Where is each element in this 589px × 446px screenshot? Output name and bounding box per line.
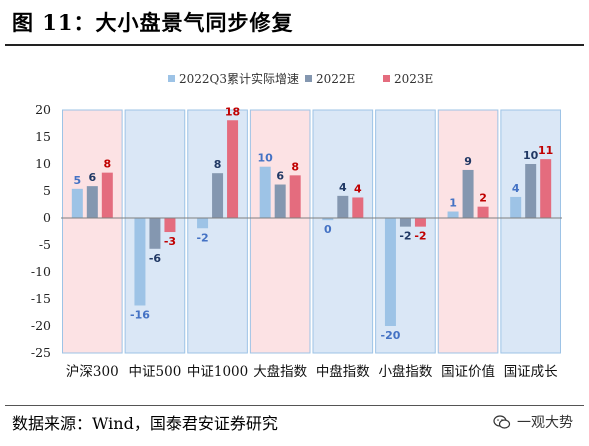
bar: [540, 159, 552, 218]
category-band: [249, 109, 311, 354]
bar: [322, 218, 334, 221]
data-label: 18: [225, 105, 240, 118]
y-tick-label: -25: [31, 345, 51, 360]
legend-label: 2022Q3累计实际增速: [179, 71, 299, 86]
data-label: -2: [399, 230, 411, 243]
data-label: 4: [512, 182, 520, 195]
x-axis: 沪深300 中证500 中证1000 大盘指数 中盘指数 小盘指数 国证价值 国证成长: [61, 217, 562, 380]
y-tick-label: -5: [39, 237, 51, 252]
bar: [259, 166, 271, 218]
y-tick-label: 10: [35, 156, 51, 171]
bar: [447, 211, 459, 218]
x-tick-label: 小盘指数: [378, 363, 432, 380]
title-divider: [5, 44, 584, 46]
watermark-text: 一观大势: [517, 415, 573, 431]
bar: [227, 120, 239, 218]
data-label: 10: [523, 149, 539, 162]
bar: [384, 218, 396, 326]
data-label: 2: [479, 192, 487, 205]
legend-label: 2023E: [394, 72, 433, 86]
data-label: 5: [73, 174, 81, 187]
bar: [525, 164, 537, 218]
bar: [352, 197, 364, 218]
bar: [414, 218, 426, 227]
bar: [477, 206, 489, 218]
y-tick-label: 20: [35, 102, 51, 117]
bar: [399, 218, 411, 227]
data-label: 10: [258, 152, 274, 165]
data-label: 11: [538, 144, 553, 157]
data-label: 6: [88, 171, 96, 184]
category-band: [437, 109, 499, 354]
data-label: 6: [276, 170, 284, 183]
data-label: 8: [103, 158, 111, 171]
bars: [71, 120, 552, 326]
x-tick-label: 国证成长: [504, 364, 558, 380]
data-label: 0: [324, 223, 332, 236]
x-tick-label: 中证500: [129, 364, 182, 380]
x-tick-label: 国证价值: [441, 364, 495, 380]
y-tick-label: -20: [31, 318, 51, 333]
data-label: -3: [164, 235, 176, 248]
footer-divider: [5, 405, 584, 406]
data-label: -16: [130, 308, 150, 321]
legend-swatch: [168, 75, 175, 82]
bar: [289, 175, 301, 218]
y-axis: -25 -20 -15 -10 -5 0 5 10 15 20: [31, 102, 51, 360]
legend: 2022Q3累计实际增速 2022E 2023E: [168, 71, 433, 86]
bar: [71, 188, 83, 218]
bar: [212, 173, 224, 218]
data-label: 4: [354, 182, 362, 195]
watermark: 一观大势: [493, 412, 573, 432]
data-label: -20: [381, 329, 401, 342]
bar: [274, 184, 286, 218]
source-note: 数据来源：Wind，国泰君安证券研究: [12, 414, 278, 433]
bar: [86, 186, 98, 218]
data-label: 8: [214, 158, 222, 171]
y-tick-label: 5: [43, 183, 51, 198]
bar: [149, 218, 161, 249]
x-tick-label: 中证1000: [187, 364, 248, 380]
bar: [134, 218, 146, 306]
data-label: -2: [414, 230, 426, 243]
bar: [462, 169, 474, 218]
category-band: [500, 109, 561, 354]
legend-label: 2022E: [316, 72, 355, 86]
legend-swatch: [383, 75, 390, 82]
data-label: 4: [339, 181, 347, 194]
y-tick-label: -10: [31, 264, 51, 279]
wechat-icon: [493, 415, 511, 429]
chart-title: 图 11：大小盘景气同步修复: [12, 10, 294, 35]
y-tick-label: -15: [31, 291, 51, 306]
bar: [197, 218, 209, 229]
bar: [337, 195, 349, 218]
x-tick-label: 中盘指数: [316, 363, 370, 380]
bar: [510, 196, 522, 218]
data-label: -6: [149, 252, 162, 265]
data-label: 1: [449, 197, 457, 210]
bar: [164, 218, 176, 233]
y-tick-label: 0: [43, 210, 51, 225]
x-tick-label: 沪深300: [66, 364, 119, 380]
bar-chart: 2022Q3累计实际增速 2022E 2023E -25-20-15-10-5051…: [31, 71, 562, 380]
bar: [101, 172, 113, 218]
category-band: [312, 109, 374, 354]
data-label: -2: [196, 231, 208, 244]
data-label: 8: [291, 160, 299, 173]
y-tick-label: 15: [35, 129, 51, 144]
legend-swatch: [305, 75, 312, 82]
data-label: 9: [464, 155, 472, 168]
category-band: [62, 109, 123, 354]
x-tick-label: 大盘指数: [253, 363, 307, 380]
